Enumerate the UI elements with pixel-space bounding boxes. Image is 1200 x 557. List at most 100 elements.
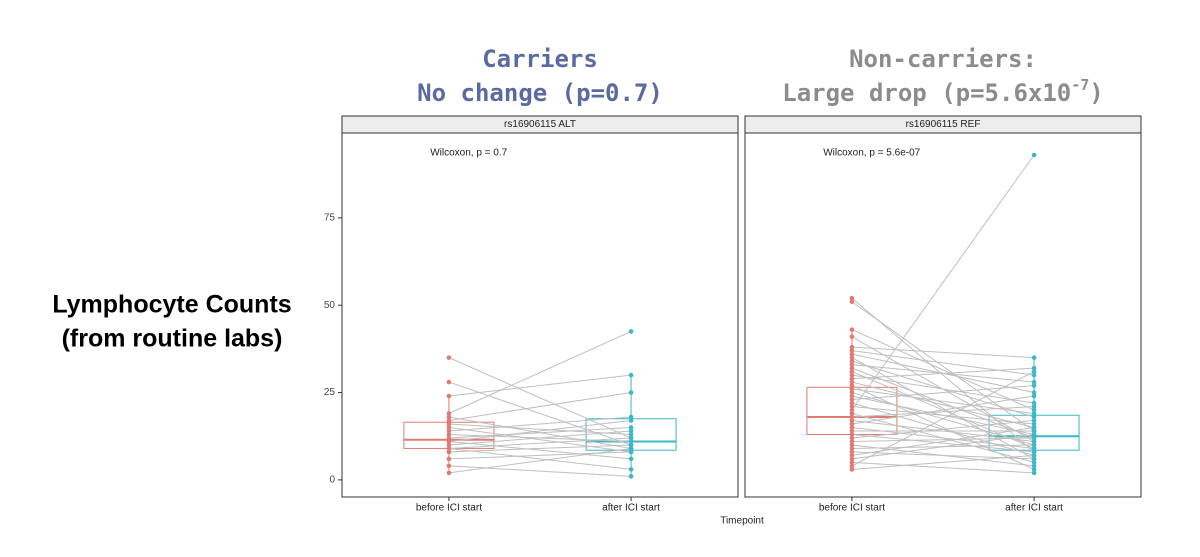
pair-line: [851, 357, 1035, 460]
point: [1031, 393, 1037, 399]
point: [446, 442, 452, 448]
pair-line: [851, 350, 1035, 376]
heading-part: No change (p=0.7): [417, 79, 663, 107]
point: [1031, 442, 1037, 448]
pair-line: [851, 406, 1035, 425]
panel: [744, 132, 1142, 498]
point: [628, 414, 634, 420]
point: [1031, 453, 1037, 458]
point: [628, 435, 634, 441]
point: [628, 329, 634, 334]
point: [446, 470, 452, 476]
panel-heading: Non-carriers:: [849, 45, 1037, 73]
point: [849, 365, 855, 371]
point: [446, 421, 452, 427]
point: [1031, 456, 1037, 462]
point: [849, 299, 855, 305]
point: [849, 463, 855, 469]
point: [849, 439, 855, 444]
pair-line: [851, 433, 1035, 453]
point: [849, 295, 855, 301]
point: [446, 456, 452, 462]
pair-line: [448, 420, 632, 442]
point: [1031, 372, 1037, 378]
point: [628, 446, 634, 451]
point: [446, 446, 452, 451]
point: [849, 425, 855, 430]
point: [849, 369, 855, 374]
pair-line: [851, 395, 1035, 425]
pair-line: [448, 374, 632, 397]
pair-line: [448, 444, 632, 453]
point: [446, 393, 452, 399]
pair-line: [851, 381, 1035, 428]
point: [849, 428, 855, 434]
point: [849, 344, 855, 350]
point: [628, 456, 634, 462]
heading-part: Large drop (p=5.6x10: [782, 79, 1071, 107]
point: [1031, 460, 1037, 465]
point: [628, 449, 634, 455]
point: [628, 432, 634, 437]
point: [446, 379, 452, 385]
point: [849, 351, 855, 357]
point: [849, 456, 855, 462]
panel-heading: Large drop (p=5.6x10-7): [782, 76, 1104, 108]
x-tick-label: after ICI start: [602, 503, 660, 514]
annotation: Wilcoxon, p = 0.7: [430, 148, 507, 159]
pair-line: [448, 465, 632, 477]
x-tick-label: before ICI start: [416, 503, 482, 514]
pair-line: [851, 374, 1035, 404]
point: [628, 425, 634, 430]
pair-line: [448, 330, 632, 414]
pair-line: [851, 461, 1035, 474]
pair-line: [448, 423, 632, 435]
heading-part: -7: [1071, 76, 1089, 94]
y-tick-label: 50: [324, 300, 336, 311]
point: [849, 442, 855, 448]
y-label: Lymphocyte Counts: [52, 291, 291, 319]
point: [446, 428, 452, 434]
pair-line: [448, 447, 632, 470]
point: [1031, 369, 1037, 374]
point: [849, 372, 855, 378]
point: [1031, 418, 1037, 423]
point: [849, 411, 855, 416]
point: [446, 463, 452, 469]
x-axis-title: Timepoint: [720, 516, 764, 527]
y-tick-label: 75: [324, 213, 336, 224]
pair-line: [448, 426, 632, 453]
pair-line: [851, 154, 1035, 411]
point: [446, 425, 452, 430]
point: [849, 400, 855, 406]
pair-line: [448, 392, 632, 421]
point: [849, 383, 855, 388]
point: [628, 372, 634, 378]
point: [628, 428, 634, 434]
point: [1031, 365, 1037, 371]
point: [1031, 404, 1037, 409]
panel: [341, 132, 739, 498]
point: [446, 435, 452, 441]
point: [1031, 383, 1037, 388]
point: [849, 421, 855, 427]
point: [1031, 379, 1037, 385]
pair-line: [851, 433, 1035, 460]
pair-line: [851, 388, 1035, 415]
point: [628, 467, 634, 472]
point: [1031, 411, 1037, 416]
point: [446, 414, 452, 420]
pair-line: [851, 426, 1035, 456]
pair-line: [851, 367, 1035, 380]
point: [849, 386, 855, 392]
point: [849, 435, 855, 441]
point: [849, 327, 855, 332]
point: [1031, 463, 1037, 469]
point: [849, 432, 855, 437]
point: [1031, 400, 1037, 406]
point: [446, 439, 452, 444]
point: [849, 446, 855, 451]
annotation: Wilcoxon, p = 5.6e-07: [823, 148, 920, 159]
point: [1031, 414, 1037, 420]
point: [628, 418, 634, 423]
